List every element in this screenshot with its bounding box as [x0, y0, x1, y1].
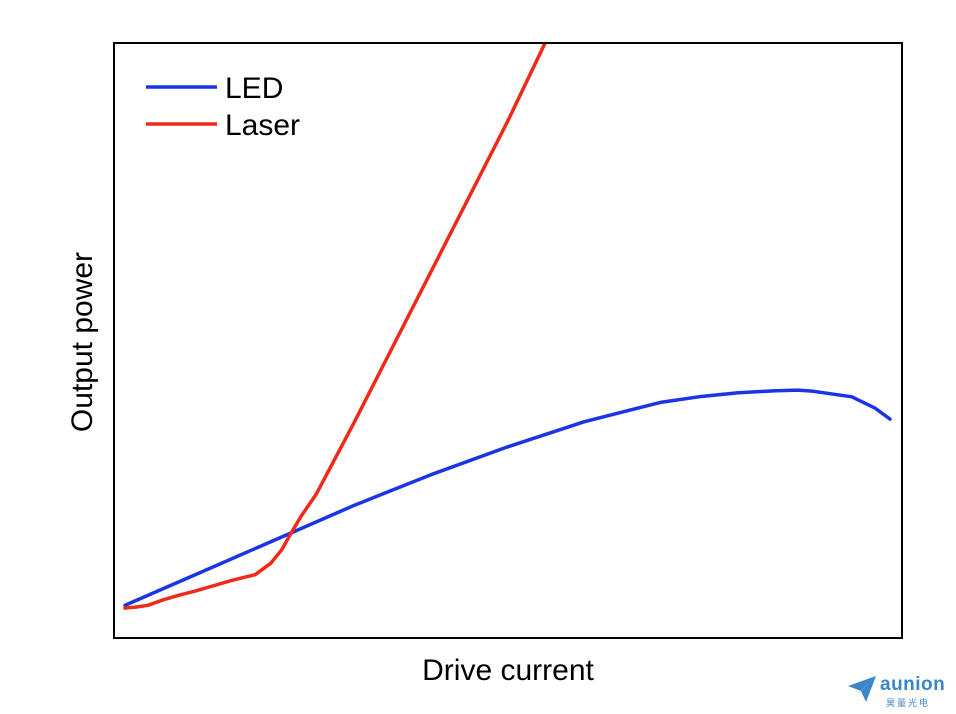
- legend: LED Laser: [146, 72, 300, 142]
- series-line-laser: [123, 44, 547, 610]
- plot-frame: [113, 42, 903, 639]
- y-axis-label: Output power: [66, 252, 99, 432]
- brand-watermark: aunion 昊量光电: [846, 672, 946, 709]
- brand-name: aunion: [880, 674, 946, 695]
- paper-plane-icon: [848, 676, 876, 702]
- x-axis-label: Drive current: [422, 654, 594, 687]
- series-line-led: [123, 388, 892, 608]
- brand-subtitle: 昊量光电: [886, 699, 931, 709]
- legend-label-laser: Laser: [225, 109, 300, 142]
- legend-label-led: LED: [225, 72, 283, 105]
- series-layer: [123, 44, 892, 610]
